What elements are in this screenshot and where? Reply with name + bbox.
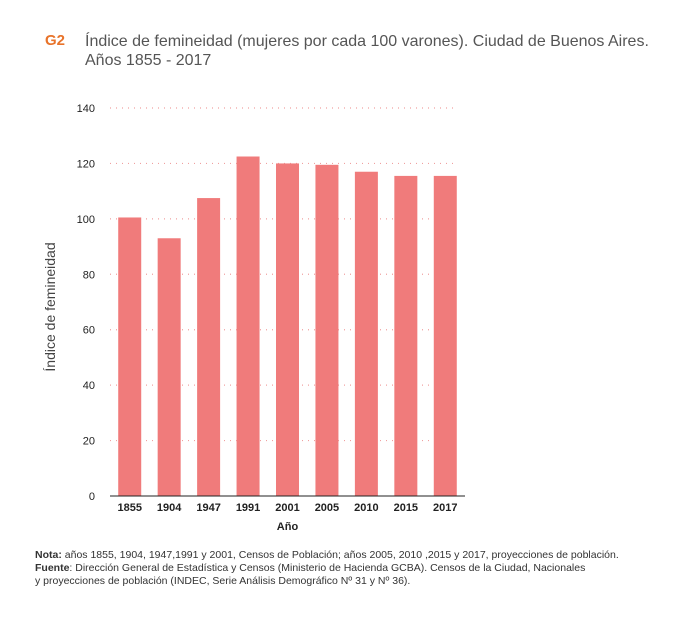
y-axis-label: Índice de femineidad	[42, 242, 58, 371]
chart-tag: G2	[45, 32, 66, 49]
y-tick-label: 60	[83, 325, 95, 337]
x-tick-labels: 1855 1904 1947 1991 2001 2005 2010 2015 2017	[117, 502, 457, 514]
note-label: Nota:	[35, 549, 62, 561]
bars	[118, 156, 457, 497]
y-tick-label: 20	[83, 436, 95, 448]
bar-chart: 0 20 40 60 80 100 120 140 1855 1904 1947 1991 2001 2…	[42, 103, 465, 533]
x-tick-label: 1991	[236, 502, 260, 514]
bar-2001	[276, 163, 299, 496]
chart-notes: Nota: años 1855, 1904, 1947,1991 y 2001,…	[35, 549, 685, 588]
bar-1855	[118, 217, 142, 496]
y-tick-labels: 0 20 40 60 80 100 120 140	[77, 103, 95, 503]
x-tick-label: 1904	[157, 502, 182, 514]
chart-title-line-2: Años 1855 - 2017	[85, 52, 212, 69]
bar-2005	[315, 164, 339, 497]
bar-2017	[433, 175, 457, 496]
x-tick-label: 1855	[117, 502, 141, 514]
bar-2015	[394, 175, 418, 496]
x-tick-label: 1947	[196, 502, 220, 514]
chart-title: Índice de femineidad (mujeres por cada 1…	[85, 32, 685, 70]
x-tick-label: 2001	[275, 502, 299, 514]
x-tick-label: 2010	[354, 502, 378, 514]
x-tick-label: 2017	[433, 502, 457, 514]
y-tick-label: 40	[83, 380, 95, 392]
bar-1904	[157, 238, 181, 496]
y-tick-label: 0	[89, 491, 95, 503]
source-line-2: y proyecciones de población (INDEC, Seri…	[35, 575, 411, 587]
bar-2010	[354, 171, 378, 496]
source-text: : Dirección General de Estadística y Cen…	[69, 562, 586, 574]
chart-title-line-1: Índice de femineidad (mujeres por cada 1…	[85, 33, 649, 50]
y-tick-label: 120	[77, 158, 95, 170]
bar-1947	[197, 198, 221, 497]
bar-1991	[236, 156, 260, 496]
x-tick-label: 2015	[394, 502, 418, 514]
y-tick-label: 100	[77, 214, 95, 226]
y-tick-label: 80	[83, 269, 95, 281]
note-text: años 1855, 1904, 1947,1991 y 2001, Censo…	[61, 549, 619, 561]
source-line: Fuente: Dirección General de Estadística…	[35, 562, 685, 575]
y-tick-label: 140	[77, 103, 95, 115]
note-line: Nota: años 1855, 1904, 1947,1991 y 2001,…	[35, 549, 685, 562]
x-axis-label: Año	[277, 521, 299, 533]
x-tick-label: 2005	[315, 502, 339, 514]
source-label: Fuente	[35, 562, 70, 574]
